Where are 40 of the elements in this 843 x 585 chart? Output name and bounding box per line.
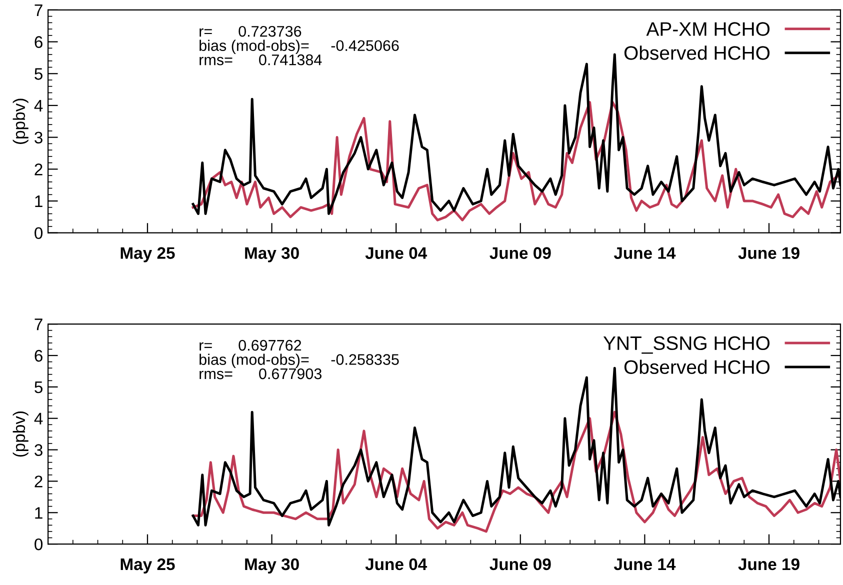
x-tick-label: June 14 bbox=[614, 247, 676, 259]
legend-label: Observed HCHO bbox=[624, 360, 770, 374]
x-tick-label: June 19 bbox=[738, 247, 800, 259]
annotation: bias (mod-obs)= -0.425066 bbox=[200, 40, 399, 54]
x-tick-label: June 19 bbox=[738, 558, 800, 570]
y-tick-label: 3 bbox=[34, 444, 42, 456]
y-tick-label: 4 bbox=[34, 412, 43, 424]
y-tick-label: 5 bbox=[34, 382, 42, 394]
y-tick-label: 6 bbox=[34, 350, 42, 362]
y-axis-title: (ppbv) bbox=[12, 98, 28, 144]
y-tick-label: 0 bbox=[34, 538, 43, 550]
x-tick-label: June 04 bbox=[365, 558, 428, 570]
legend-label: AP-XM HCHO bbox=[646, 22, 770, 36]
y-tick-label: 7 bbox=[34, 4, 42, 16]
legend-label: YNT_SSNG HCHO bbox=[603, 336, 770, 354]
annotation: r= 0.697762 bbox=[200, 340, 302, 351]
x-tick-label: May 25 bbox=[120, 247, 175, 262]
y-tick-label: 1 bbox=[35, 196, 42, 208]
y-tick-label: 1 bbox=[35, 507, 42, 519]
x-tick-label: June 14 bbox=[614, 558, 676, 570]
x-tick-label: June 09 bbox=[490, 558, 551, 570]
y-tick-label: 2 bbox=[34, 476, 42, 488]
annotation: r= 0.723736 bbox=[200, 26, 302, 37]
y-tick-label: 7 bbox=[34, 318, 42, 330]
annotation: rms= 0.741384 bbox=[200, 54, 322, 66]
x-tick-label: June 04 bbox=[365, 247, 428, 259]
y-tick-label: 6 bbox=[34, 36, 42, 48]
y-tick-label: 4 bbox=[34, 100, 43, 112]
annotation: rms= 0.677903 bbox=[200, 368, 322, 380]
annotation: bias (mod-obs)= -0.258335 bbox=[200, 354, 399, 368]
x-tick-label: May 30 bbox=[245, 558, 299, 574]
legend-label: Observed HCHO bbox=[624, 46, 770, 60]
x-tick-label: May 30 bbox=[245, 247, 299, 262]
x-tick-label: May 25 bbox=[120, 558, 175, 574]
x-tick-label: June 09 bbox=[490, 247, 551, 259]
y-tick-label: 2 bbox=[34, 164, 42, 176]
y-tick-label: 0 bbox=[34, 227, 43, 240]
y-tick-label: 3 bbox=[34, 132, 42, 144]
y-tick-label: 5 bbox=[34, 68, 42, 80]
y-axis-title: (ppbv) bbox=[12, 411, 28, 457]
